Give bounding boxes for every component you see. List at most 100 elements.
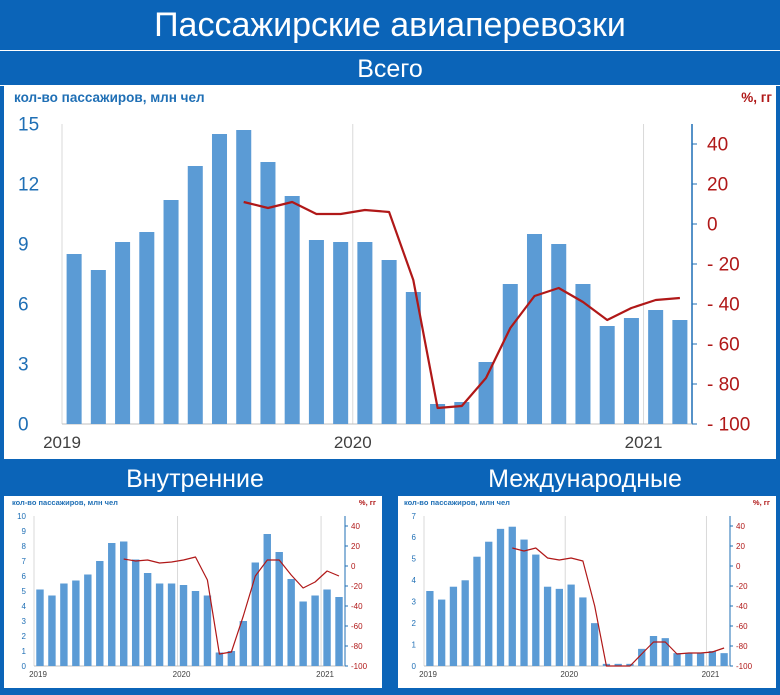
bar <box>532 554 540 666</box>
section-title-domestic: Внутренние <box>126 465 264 493</box>
bar <box>591 623 599 666</box>
y2-tick-label: -100 <box>736 662 753 671</box>
chart-panel-total: 0 3 6 9 12 15 40 20 0 - 20 - 40 - 60 - 80 - 100 2019 20… <box>4 85 776 459</box>
bar <box>163 200 179 424</box>
bar <box>381 260 397 424</box>
bar <box>260 162 276 424</box>
bar <box>623 318 639 424</box>
bar <box>155 583 164 666</box>
bar <box>287 579 295 666</box>
bar <box>485 541 493 666</box>
bar <box>454 402 470 424</box>
y2-tick-label: - 40 <box>707 295 740 316</box>
bar <box>496 528 505 666</box>
bar <box>526 234 543 424</box>
bar <box>284 196 300 424</box>
y-tick-label: 10 <box>17 512 26 521</box>
bar <box>508 526 516 666</box>
y2-tick-label: - 60 <box>707 335 740 356</box>
y-tick-label: 8 <box>22 542 27 551</box>
bar <box>263 534 271 666</box>
bar <box>357 242 373 424</box>
x-year-label: 2021 <box>316 670 334 679</box>
y2-axis-title: %, гг <box>753 498 770 507</box>
bar <box>108 543 116 666</box>
y2-tick-label: -40 <box>736 602 748 611</box>
y2-tick-label: 0 <box>707 215 718 236</box>
y2-tick-label: -60 <box>736 622 748 631</box>
y2-tick-label: 20 <box>351 542 360 551</box>
chart-domestic: 0 1 2 3 4 5 6 7 8 9 10 40 20 0 -20 -40 -60 -80 -100 2019 202… <box>12 498 376 679</box>
y2-tick-label: - 20 <box>707 255 740 276</box>
bar <box>66 254 82 424</box>
y-tick-label: 12 <box>18 175 39 196</box>
bar <box>167 583 176 666</box>
bar <box>48 595 56 666</box>
y2-tick-label: - 100 <box>707 415 750 436</box>
y-tick-label: 9 <box>18 235 29 256</box>
y2-axis-title: %, гг <box>741 90 772 105</box>
bar <box>215 652 224 666</box>
y-axis-title: кол-во пассажиров, млн чел <box>404 498 510 507</box>
yoy-line <box>512 547 725 667</box>
bar <box>685 653 693 666</box>
bar <box>236 130 252 424</box>
y2-tick-label: -20 <box>351 582 363 591</box>
bar <box>461 580 469 666</box>
bar <box>139 232 155 424</box>
y2-tick-label: 20 <box>707 175 728 196</box>
bar <box>430 404 446 424</box>
chart-total: 0 3 6 9 12 15 40 20 0 - 20 - 40 - 60 - 80 - 100 2019 20… <box>14 90 772 452</box>
y-tick-label: 0 <box>412 662 417 671</box>
yoy-line <box>123 556 340 655</box>
y-axis-title: кол-во пассажиров, млн чел <box>12 498 118 507</box>
bar <box>131 559 140 666</box>
bar <box>661 638 669 666</box>
x-year-label: 2020 <box>334 433 372 452</box>
bar <box>275 552 283 666</box>
y-tick-label: 5 <box>412 555 417 564</box>
y-tick-label: 2 <box>22 632 27 641</box>
bar <box>96 561 104 666</box>
y-tick-label: 9 <box>22 527 27 536</box>
bar <box>478 362 494 424</box>
chart-panel-international: 0 1 2 3 4 5 6 7 40 20 0 -20 -40 -60 -80 -100 2019 2020 202… <box>398 496 776 688</box>
chart-international: 0 1 2 3 4 5 6 7 40 20 0 -20 -40 -60 -80 -100 2019 2020 202… <box>404 498 770 679</box>
bar <box>211 134 228 424</box>
bar <box>299 601 307 666</box>
y2-tick-label: -100 <box>351 662 368 671</box>
bar <box>626 663 634 666</box>
bar <box>333 242 349 424</box>
y2-tick-label: 20 <box>736 542 745 551</box>
y-tick-label: 0 <box>18 415 29 436</box>
y-tick-label: 1 <box>412 640 417 649</box>
x-year-label: 2021 <box>702 670 720 679</box>
bar <box>308 240 324 424</box>
bar <box>311 595 319 666</box>
bar <box>251 562 259 666</box>
yoy-line <box>243 200 680 410</box>
y-tick-label: 5 <box>22 587 27 596</box>
bar <box>143 573 152 666</box>
bar <box>599 326 615 424</box>
y2-tick-label: -80 <box>351 642 363 651</box>
y2-tick-label: 40 <box>736 522 745 531</box>
x-year-label: 2019 <box>29 670 47 679</box>
y2-axis-title: %, гг <box>359 498 376 507</box>
page-title: Пассажирские авиаперевозки <box>154 6 626 44</box>
y-tick-label: 3 <box>18 355 29 376</box>
bar <box>438 599 446 666</box>
bar <box>673 653 681 666</box>
y-tick-label: 4 <box>412 576 417 585</box>
y-tick-label: 6 <box>22 572 27 581</box>
bar <box>473 556 481 666</box>
bar <box>239 621 248 666</box>
bar <box>72 580 80 666</box>
y-tick-label: 1 <box>22 647 27 656</box>
bar <box>672 320 688 424</box>
section-title-total: Всего <box>0 50 780 86</box>
bar <box>335 597 343 666</box>
bar <box>648 310 664 424</box>
y2-tick-label: 40 <box>707 135 728 156</box>
y-tick-label: 2 <box>412 619 417 628</box>
